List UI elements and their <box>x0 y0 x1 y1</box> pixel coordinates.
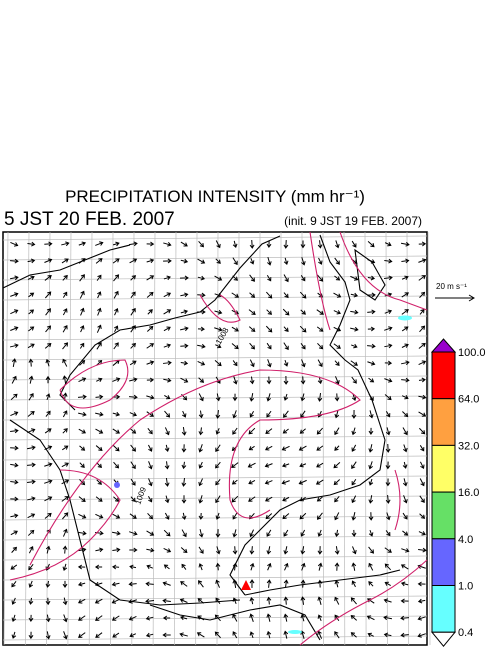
colorbar-label: 0.4 <box>458 627 473 639</box>
colorbar-segment <box>432 445 455 492</box>
rain-cell <box>398 316 412 321</box>
colorbar-label: 64.0 <box>458 394 479 406</box>
init-time: (init. 9 JST 19 FEB. 2007) <box>284 214 422 228</box>
colorbar-segment <box>432 399 455 446</box>
colorbar-top-triangle <box>432 339 455 352</box>
colorbar-label: 32.0 <box>458 440 479 452</box>
title: PRECIPITATION INTENSITY (mm hr⁻¹) <box>65 187 365 206</box>
valid-time: 5 JST 20 FEB. 2007 <box>4 209 175 230</box>
colorbar-segment <box>432 586 455 633</box>
colorbar-label: 100.0 <box>458 347 486 359</box>
colorbar-segment <box>432 539 455 586</box>
meridian <box>323 232 324 645</box>
colorbar-label: 1.0 <box>458 581 473 593</box>
wind-reference-label: 20 m s⁻¹ <box>436 282 467 291</box>
meridian <box>428 232 430 645</box>
colorbar-bottom-triangle <box>432 632 455 646</box>
colorbar: 100.0 64.0 32.0 16.0 4.0 1.0 0.4 <box>432 339 486 646</box>
rain-cell <box>288 630 302 634</box>
colorbar-segment <box>432 352 455 399</box>
colorbar-segment <box>432 492 455 539</box>
colorbar-label: 4.0 <box>458 534 473 546</box>
colorbar-label: 16.0 <box>458 487 479 499</box>
rain-cell <box>114 482 120 488</box>
